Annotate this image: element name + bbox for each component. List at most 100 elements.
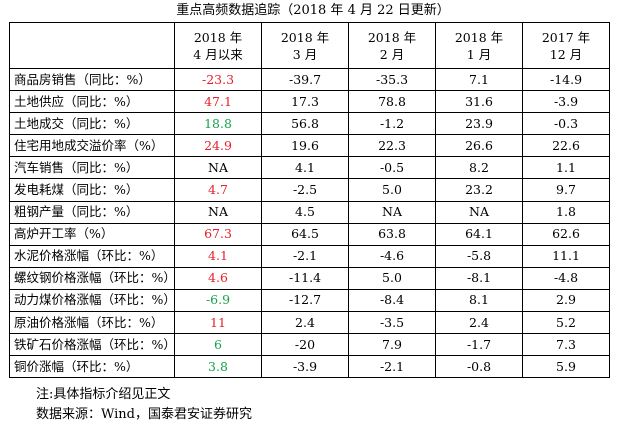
table-cell: -3.9 <box>261 355 349 379</box>
table-cell: -4.6 <box>348 244 436 268</box>
table-cell: 7.3 <box>522 333 610 357</box>
row-label: 铁矿石价格涨幅（环比：%） <box>9 333 175 357</box>
table-body: 商品房销售（同比：%） -23.3 -39.7 -35.3 7.1 -14.9 土地供应（同… <box>9 67 610 379</box>
table-cell: -3.5 <box>348 311 436 335</box>
table-cell: 2.4 <box>435 311 523 335</box>
column-header-year: 2018 年 <box>454 29 504 45</box>
column-header: 2017 年 12 月 <box>522 22 610 69</box>
table-cell: -1.2 <box>348 112 436 136</box>
table-cell: 63.8 <box>348 222 436 246</box>
table-cell: 11.1 <box>522 244 610 268</box>
table-row: 土地成交（同比：%） 18.8 56.8 -1.2 23.9 -0.3 <box>9 112 610 136</box>
table-cell: 1.1 <box>522 156 610 180</box>
table-cell: -5.8 <box>435 244 523 268</box>
table-cell: -0.8 <box>435 355 523 379</box>
row-label: 高炉开工率（%） <box>9 222 175 246</box>
table-cell: 22.6 <box>522 134 610 158</box>
row-label: 原油价格涨幅（环比：%） <box>9 311 175 335</box>
table-row: 动力煤价格涨幅（环比：%） -6.9 -12.7 -8.4 8.1 2.9 <box>9 288 610 313</box>
table-cell: -12.7 <box>261 288 349 313</box>
table-cell: 7.9 <box>348 333 436 357</box>
row-label: 螺纹钢价格涨幅（环比：%） <box>9 266 175 290</box>
column-header-period: 3 月 <box>292 46 318 62</box>
table-cell: -6.9 <box>174 288 262 313</box>
row-label: 铜价涨幅（环比：%） <box>9 355 175 379</box>
column-header-period: 1 月 <box>466 46 492 62</box>
table-row: 发电耗煤（同比：%） 4.7 -2.5 5.0 23.2 9.7 <box>9 178 610 202</box>
row-label: 汽车销售（同比：%） <box>9 156 175 180</box>
table-cell: 2.4 <box>261 311 349 335</box>
table-row: 螺纹钢价格涨幅（环比：%） 4.6 -11.4 5.0 -8.1 -4.8 <box>9 266 610 290</box>
table-cell: -4.8 <box>522 266 610 290</box>
table-cell: NA <box>435 200 523 224</box>
table-cell: 18.8 <box>174 112 262 136</box>
table-cell: -35.3 <box>348 67 436 92</box>
table-cell: 5.0 <box>348 178 436 202</box>
table-cell: -20 <box>261 333 349 357</box>
table-cell: 64.1 <box>435 222 523 246</box>
table-cell: 19.6 <box>261 134 349 158</box>
table-title: 重点高频数据追踪（2018 年 4 月 22 日更新） <box>176 3 450 18</box>
table-cell: -0.3 <box>522 112 610 136</box>
data-source-note: 数据来源：Wind，国泰君安证券研究 <box>36 407 252 422</box>
table-cell: -2.1 <box>261 244 349 268</box>
row-label: 水泥价格涨幅（环比：%） <box>9 244 175 268</box>
table-cell: -8.1 <box>435 266 523 290</box>
footnote: 注:具体指标介绍见正文 <box>36 387 171 402</box>
table-row: 铜价涨幅（环比：%） 3.8 -3.9 -2.1 -0.8 5.9 <box>9 355 610 379</box>
row-label: 动力煤价格涨幅（环比：%） <box>9 288 175 313</box>
row-label: 粗钢产量（同比：%） <box>9 200 175 224</box>
table-cell: 64.5 <box>261 222 349 246</box>
table-cell: 3.8 <box>174 355 262 379</box>
table-row: 粗钢产量（同比：%） NA 4.5 NA NA 1.8 <box>9 200 610 224</box>
table-cell: 62.6 <box>522 222 610 246</box>
column-header-year: 2018 年 <box>193 29 243 45</box>
column-header-year: 2018 年 <box>367 29 417 45</box>
row-label: 发电耗煤（同比：%） <box>9 178 175 202</box>
table-row: 铁矿石价格涨幅（环比：%） 6 -20 7.9 -1.7 7.3 <box>9 333 610 357</box>
table-cell: -23.3 <box>174 67 262 92</box>
table-cell: 24.9 <box>174 134 262 158</box>
table-cell: 67.3 <box>174 222 262 246</box>
table-cell: 5.0 <box>348 266 436 290</box>
table-cell: 78.8 <box>348 90 436 114</box>
table-cell: 4.5 <box>261 200 349 224</box>
table-cell: -2.1 <box>348 355 436 379</box>
table-cell: 5.9 <box>522 355 610 379</box>
column-header-year: 2018 年 <box>280 29 330 45</box>
table-cell: 31.6 <box>435 90 523 114</box>
table-cell: -11.4 <box>261 266 349 290</box>
row-label: 土地成交（同比：%） <box>9 112 175 136</box>
table-cell: 7.1 <box>435 67 523 92</box>
table-cell: 4.1 <box>174 244 262 268</box>
table-cell: -14.9 <box>522 67 610 92</box>
table-cell: 9.7 <box>522 178 610 202</box>
table-cell: 6 <box>174 333 262 357</box>
table-row: 商品房销售（同比：%） -23.3 -39.7 -35.3 7.1 -14.9 <box>9 67 610 92</box>
table-cell: 17.3 <box>261 90 349 114</box>
table-cell: 23.2 <box>435 178 523 202</box>
table-cell: 2.9 <box>522 288 610 313</box>
table-row: 高炉开工率（%） 67.3 64.5 63.8 64.1 62.6 <box>9 222 610 246</box>
table-cell: 56.8 <box>261 112 349 136</box>
table-cell: NA <box>174 200 262 224</box>
table-cell: 5.2 <box>522 311 610 335</box>
table-row: 原油价格涨幅（环比：%） 11 2.4 -3.5 2.4 5.2 <box>9 311 610 335</box>
row-label: 商品房销售（同比：%） <box>9 67 175 92</box>
table-row: 住宅用地成交溢价率（%） 24.9 19.6 22.3 26.6 22.6 <box>9 134 610 158</box>
table-cell: -8.4 <box>348 288 436 313</box>
column-header-period: 12 月 <box>549 46 583 62</box>
table-cell: 8.2 <box>435 156 523 180</box>
row-label: 土地供应（同比：%） <box>9 90 175 114</box>
column-header-period: 4 月以来 <box>193 46 243 62</box>
table-cell: -2.5 <box>261 178 349 202</box>
table-cell: 47.1 <box>174 90 262 114</box>
table-cell: 4.1 <box>261 156 349 180</box>
table-cell: 23.9 <box>435 112 523 136</box>
table-cell: -0.5 <box>348 156 436 180</box>
